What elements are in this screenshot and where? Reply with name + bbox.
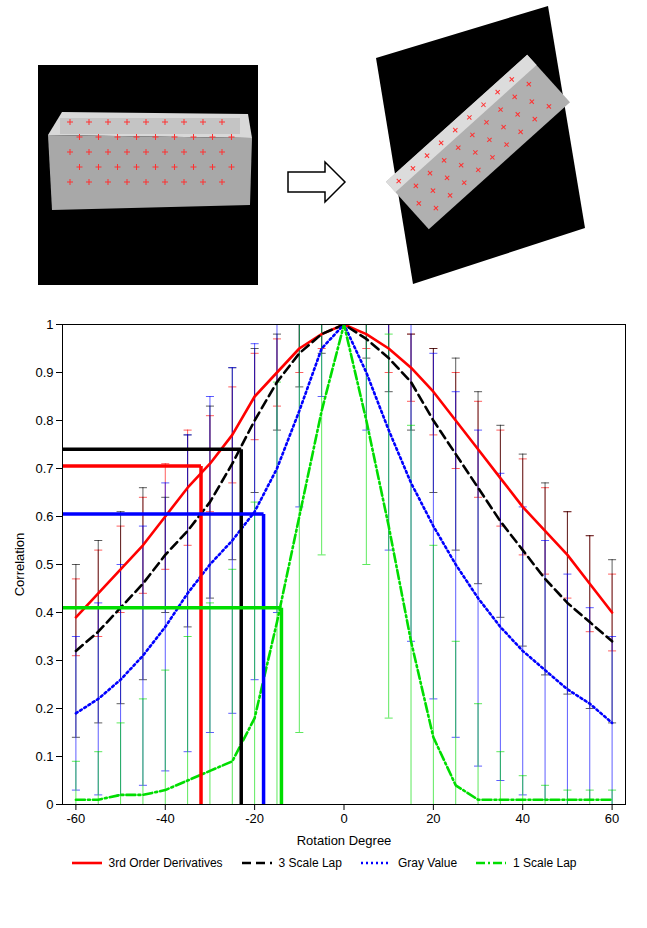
svg-text:0.7: 0.7	[35, 461, 53, 476]
svg-text:-60: -60	[67, 811, 86, 826]
html-text:Gray Value: Gray Value	[398, 856, 458, 870]
svg-text:20: 20	[426, 811, 440, 826]
svg-text:60: 60	[605, 811, 619, 826]
svg-text:40: 40	[515, 811, 529, 826]
svg-text:1: 1	[46, 317, 53, 332]
svg-text:0.6: 0.6	[35, 509, 53, 524]
svg-text:0.1: 0.1	[35, 749, 53, 764]
svg-text:0: 0	[46, 797, 53, 812]
html-text:3rd Order Derivatives: 3rd Order Derivatives	[108, 856, 223, 870]
svg-text:0.8: 0.8	[35, 413, 53, 428]
svg-text:0: 0	[340, 811, 347, 826]
svg-text:0.2: 0.2	[35, 701, 53, 716]
svg-text:0.3: 0.3	[35, 653, 53, 668]
svg-text:Rotation Degree: Rotation Degree	[297, 833, 392, 848]
html-text:1 Scale Lap: 1 Scale Lap	[513, 856, 577, 870]
svg-text:0.5: 0.5	[35, 557, 53, 572]
svg-text:-40: -40	[156, 811, 175, 826]
svg-text:0.9: 0.9	[35, 365, 53, 380]
svg-text:-20: -20	[245, 811, 264, 826]
svg-text:0.4: 0.4	[35, 605, 53, 620]
svg-text:Correlation: Correlation	[12, 533, 27, 597]
html-text:3 Scale Lap: 3 Scale Lap	[278, 856, 342, 870]
